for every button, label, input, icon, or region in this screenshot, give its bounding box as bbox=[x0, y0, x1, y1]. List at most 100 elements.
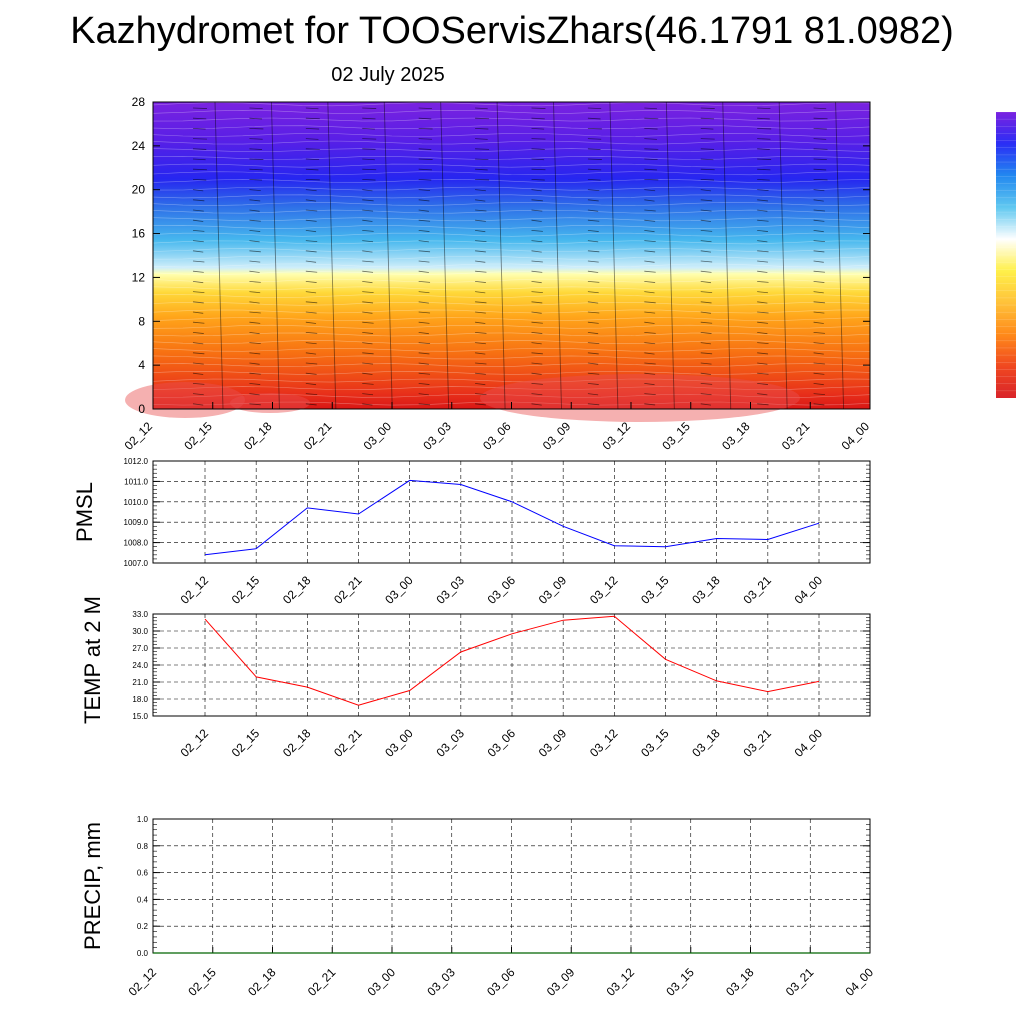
wind-barb bbox=[757, 179, 770, 181]
wind-barb bbox=[249, 209, 260, 212]
wind-barb bbox=[305, 168, 319, 171]
wind-barb bbox=[531, 148, 545, 150]
x-tick-label: 03_18 bbox=[719, 419, 753, 453]
wind-barb bbox=[700, 281, 712, 284]
wind-barb bbox=[475, 250, 486, 253]
wind-barb bbox=[249, 230, 261, 232]
y-tick-label: 28 bbox=[132, 95, 146, 109]
wind-barb bbox=[249, 179, 263, 181]
wind-barb bbox=[587, 179, 601, 181]
contour-line bbox=[152, 163, 871, 168]
y-tick-label: 33.0 bbox=[132, 610, 148, 619]
wind-barb bbox=[531, 311, 542, 314]
wind-barb bbox=[305, 270, 318, 273]
wind-barb bbox=[757, 148, 770, 150]
wind-barb bbox=[305, 128, 320, 130]
wind-barb bbox=[418, 209, 429, 212]
wind-barb bbox=[305, 230, 317, 233]
wind-barb bbox=[700, 311, 712, 314]
x-tick-label: 03_06 bbox=[480, 419, 514, 453]
wind-barb bbox=[587, 209, 599, 212]
wind-barb bbox=[531, 250, 542, 253]
x-tick-label: 03_00 bbox=[382, 726, 416, 760]
wind-barb bbox=[475, 332, 487, 334]
contour-line bbox=[152, 347, 871, 352]
wind-barb bbox=[531, 128, 545, 130]
wind-barb bbox=[757, 250, 769, 253]
wind-barb bbox=[249, 148, 263, 150]
wind-barb bbox=[644, 260, 655, 263]
wind-barb bbox=[531, 332, 543, 334]
wind-barb bbox=[249, 250, 261, 253]
wind-barb bbox=[475, 117, 490, 120]
x-tick-label: 03_03 bbox=[424, 965, 458, 999]
wind-barb bbox=[644, 372, 656, 375]
wind-barb bbox=[700, 342, 712, 345]
wind-barb bbox=[305, 393, 318, 396]
wind-barb bbox=[700, 352, 713, 355]
wind-barb bbox=[644, 270, 656, 273]
wind-barb bbox=[813, 393, 825, 396]
wind-barb bbox=[757, 230, 768, 232]
wind-barb bbox=[531, 352, 543, 355]
wind-barb bbox=[813, 362, 825, 365]
wind-barb bbox=[813, 158, 827, 161]
wind-barb bbox=[305, 138, 319, 140]
wind-barb bbox=[531, 342, 542, 345]
wind-barb bbox=[192, 403, 204, 406]
wind-barb bbox=[644, 332, 656, 334]
wind-barb bbox=[418, 179, 432, 181]
wind-barb bbox=[305, 189, 317, 192]
wind-barb bbox=[475, 240, 487, 243]
wind-barb bbox=[192, 219, 204, 222]
wind-barb bbox=[757, 281, 769, 283]
wind-barb bbox=[418, 199, 430, 202]
contour-line bbox=[152, 248, 871, 252]
x-tick-label: 03_03 bbox=[420, 419, 454, 453]
wind-barb bbox=[531, 158, 545, 161]
wind-barb bbox=[700, 321, 713, 324]
wind-barb bbox=[418, 311, 431, 314]
contour-line bbox=[152, 255, 871, 260]
x-tick-label: 02_12 bbox=[178, 726, 212, 760]
x-tick-label: 03_18 bbox=[689, 726, 723, 760]
wind-barb bbox=[531, 383, 543, 385]
wind-barb bbox=[192, 199, 205, 202]
wind-barb bbox=[362, 250, 373, 253]
wind-barb bbox=[192, 260, 205, 263]
y-axis-label: PRECIP, mm bbox=[80, 822, 105, 950]
wind-barb bbox=[305, 148, 320, 150]
wind-barb bbox=[418, 250, 431, 253]
wind-barb bbox=[531, 179, 545, 181]
wind-barb bbox=[587, 148, 601, 150]
y-tick-label: 4 bbox=[138, 358, 145, 372]
x-tick-label: 03_03 bbox=[433, 726, 467, 760]
wind-barb bbox=[531, 230, 543, 232]
wind-barb bbox=[813, 209, 825, 212]
wind-barb bbox=[644, 209, 656, 212]
wind-barb bbox=[362, 332, 374, 334]
wind-barb bbox=[305, 260, 317, 263]
wind-barb bbox=[418, 168, 432, 171]
wind-barb bbox=[305, 362, 318, 365]
warm-core bbox=[480, 374, 800, 422]
wind-barb bbox=[362, 321, 374, 324]
y-axis-label: PMSL bbox=[72, 482, 97, 542]
wind-barb bbox=[249, 219, 261, 222]
y-axis-label: TEMP at 2 M bbox=[80, 596, 105, 724]
wind-barb bbox=[249, 199, 261, 202]
x-tick-label: 02_15 bbox=[229, 726, 263, 760]
x-tick-label: 03_00 bbox=[365, 965, 399, 999]
contour-line bbox=[152, 355, 871, 360]
wind-barb bbox=[644, 311, 656, 314]
wind-barb bbox=[418, 301, 429, 304]
wind-barb bbox=[813, 189, 825, 192]
wind-barb bbox=[362, 128, 375, 130]
wind-barb bbox=[813, 332, 825, 334]
wind-barb bbox=[644, 107, 657, 110]
wind-barb bbox=[700, 291, 713, 294]
contour-line bbox=[152, 332, 871, 337]
contour-line bbox=[152, 225, 871, 229]
wind-barb bbox=[249, 158, 264, 160]
wind-barb bbox=[192, 179, 207, 181]
